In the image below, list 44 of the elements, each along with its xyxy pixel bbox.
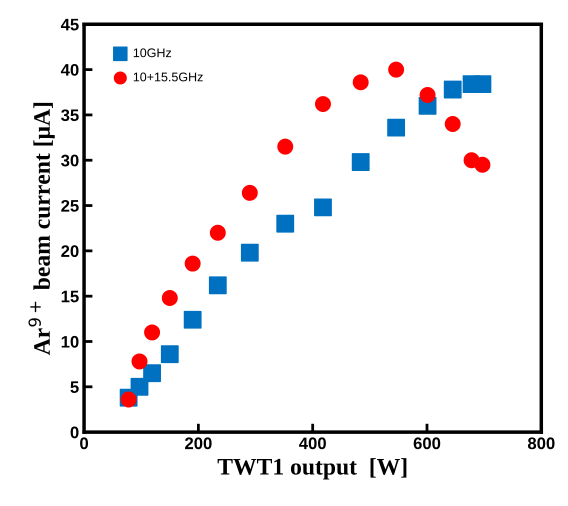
y-tick-label: 40 bbox=[60, 64, 79, 76]
point bbox=[387, 118, 406, 137]
point bbox=[444, 116, 461, 132]
x-tick-label: 400 bbox=[299, 437, 326, 450]
y-axis-title: Ar$^{9+}$ beam current [μA] bbox=[28, 102, 55, 356]
point bbox=[184, 256, 201, 272]
y-tick-label: 15 bbox=[62, 290, 79, 302]
y-tick-label: 5 bbox=[70, 381, 79, 394]
legend-label: 10GHz bbox=[134, 48, 172, 58]
point bbox=[210, 224, 226, 241]
y-tick-label: 0 bbox=[70, 426, 79, 438]
point bbox=[314, 198, 332, 216]
point bbox=[314, 96, 331, 112]
point bbox=[240, 244, 259, 262]
point bbox=[160, 345, 179, 364]
point bbox=[277, 138, 294, 155]
y-tick-label: 30 bbox=[61, 154, 79, 166]
point bbox=[474, 156, 490, 173]
y-tick-label: 10 bbox=[62, 336, 79, 348]
point bbox=[143, 364, 161, 382]
point bbox=[444, 80, 462, 98]
point bbox=[144, 324, 160, 340]
x-axis-title: TWT1 output [W] bbox=[218, 458, 406, 480]
point bbox=[352, 153, 370, 171]
x-tick-label: 200 bbox=[185, 437, 212, 450]
y-tick-label: 45 bbox=[60, 18, 79, 30]
y-tick-label: 20 bbox=[61, 245, 79, 258]
x-tick-label: 800 bbox=[528, 437, 555, 450]
point bbox=[242, 184, 258, 201]
legend-label: 10+15.5GHz bbox=[134, 72, 203, 82]
point bbox=[208, 276, 227, 294]
point bbox=[184, 310, 202, 329]
x-tick-label: 0 bbox=[80, 437, 88, 450]
point bbox=[474, 75, 492, 94]
y-tick-label: 35 bbox=[61, 109, 79, 122]
point bbox=[352, 74, 369, 90]
point bbox=[276, 214, 294, 233]
point bbox=[120, 392, 137, 408]
point bbox=[420, 87, 436, 103]
point bbox=[132, 353, 148, 370]
point bbox=[162, 290, 178, 306]
point bbox=[388, 62, 404, 78]
y-tick-label: 25 bbox=[61, 200, 79, 212]
x-tick-label: 600 bbox=[414, 437, 440, 450]
